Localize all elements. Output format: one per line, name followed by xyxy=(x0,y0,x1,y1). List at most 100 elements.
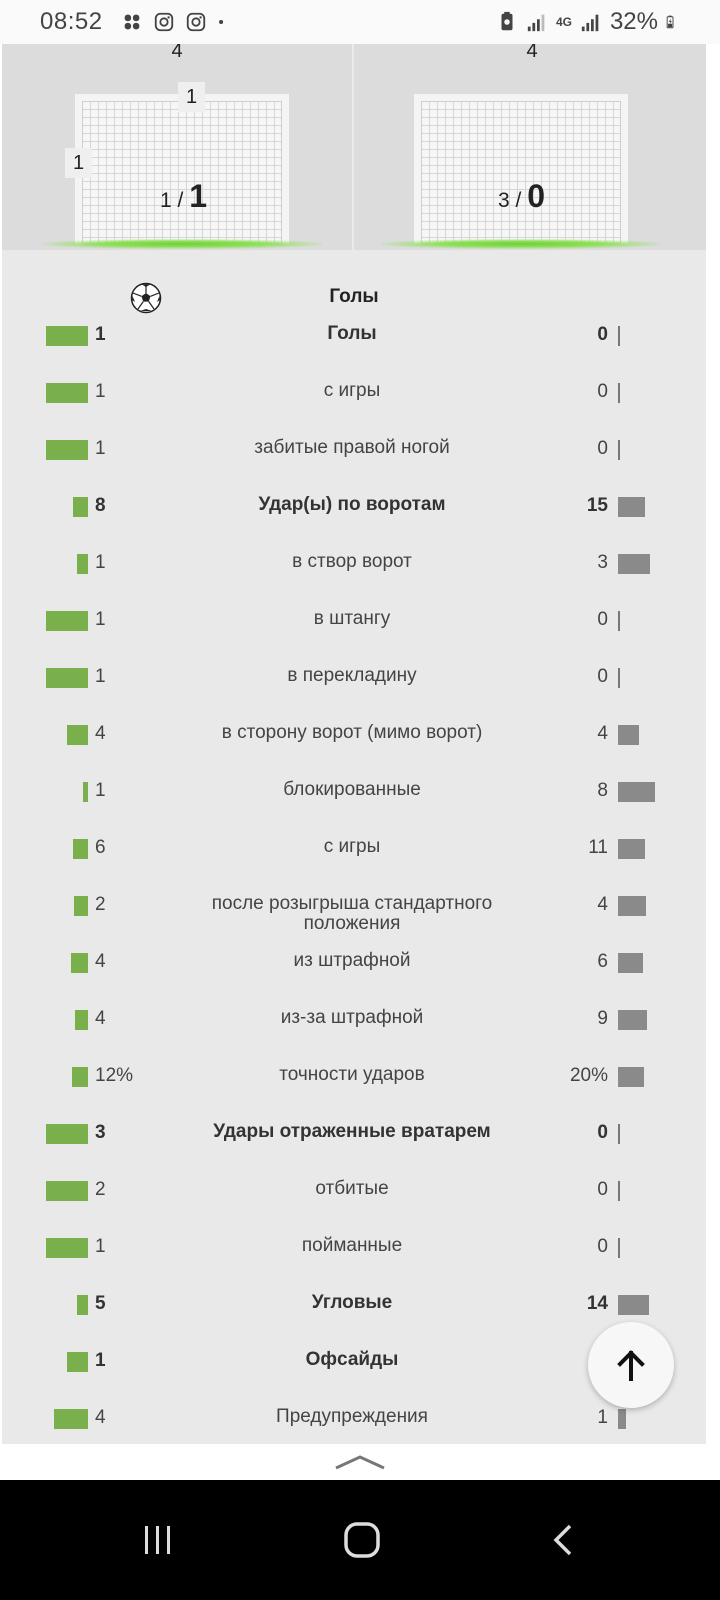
bottom-sheet-handle[interactable] xyxy=(0,1444,720,1480)
notification-icons xyxy=(121,11,231,33)
stat-label: с игры xyxy=(323,380,381,401)
home-stat-value: 2 xyxy=(95,1179,106,1200)
home-goals-count: 1 xyxy=(189,178,207,214)
stat-row: 1 в створ ворот 3 xyxy=(2,536,706,593)
stat-label: Голы xyxy=(327,323,377,344)
home-stat-value: 2 xyxy=(95,894,106,915)
battery-percent: 32% xyxy=(609,8,658,35)
goal-map: 4 1 1 1 / 1 4 3 / 0 xyxy=(2,44,706,250)
home-goal-panel: 4 1 1 1 / 1 xyxy=(2,44,354,250)
stat-row: 12% точности ударов 20% xyxy=(2,1049,706,1106)
stat-label: точности ударов xyxy=(279,1064,425,1085)
stat-label: в створ ворот xyxy=(292,551,412,572)
stat-row: 4 Предупреждения 1 xyxy=(2,1391,706,1444)
home-stat-value: 12% xyxy=(95,1065,134,1086)
home-stat-bar xyxy=(77,1295,88,1315)
home-stat-value: 1 xyxy=(95,609,106,630)
home-stat-value: 4 xyxy=(95,723,106,744)
home-stat-bar xyxy=(46,1238,88,1258)
home-stat-bar xyxy=(73,839,88,859)
stat-label: пойманные xyxy=(301,1235,403,1256)
section-header: Голы xyxy=(2,282,706,316)
stat-row: 1 в перекладину 0 xyxy=(2,650,706,707)
home-goal-grass xyxy=(42,239,322,249)
stat-row: 1 в штангу 0 xyxy=(2,593,706,650)
navigation-bar xyxy=(0,1480,720,1600)
away-stat-value: 0 xyxy=(597,666,608,687)
home-button[interactable] xyxy=(322,1500,402,1580)
home-stat-value: 1 xyxy=(95,552,106,573)
home-stat-bar xyxy=(46,383,88,403)
away-goal-net xyxy=(414,94,628,244)
home-stat-value: 6 xyxy=(95,837,106,858)
stat-label: с игры xyxy=(323,836,381,857)
away-stat-value: 0 xyxy=(597,438,608,459)
home-stat-value: 4 xyxy=(95,1008,106,1029)
away-stat-bar xyxy=(618,1295,649,1315)
signal-icon xyxy=(527,14,545,32)
home-stat-value: 1 xyxy=(95,666,106,687)
scroll-to-top-button[interactable] xyxy=(588,1322,674,1408)
stat-label: Угловые xyxy=(311,1292,393,1313)
back-button[interactable] xyxy=(524,1500,604,1580)
stat-label: после розыгрыша стандартного положения xyxy=(211,893,493,934)
away-stat-bar xyxy=(618,497,645,517)
dot-icon xyxy=(218,19,223,25)
home-stat-bar xyxy=(67,1352,88,1372)
stat-row: 2 после розыгрыша стандартного положения 4 xyxy=(2,878,706,935)
away-stat-bar xyxy=(618,896,646,916)
stat-label: Офсайды xyxy=(305,1349,399,1370)
section-title: Голы xyxy=(329,286,379,307)
home-stat-value: 4 xyxy=(95,951,106,972)
home-stat-bar xyxy=(73,497,88,517)
slack-icon xyxy=(124,14,139,30)
away-stat-value: 9 xyxy=(597,1008,608,1029)
away-stat-value: 8 xyxy=(597,780,608,801)
away-stat-bar xyxy=(618,839,645,859)
home-stat-value: 1 xyxy=(95,381,106,402)
away-stat-value: 4 xyxy=(597,723,608,744)
away-stat-bar xyxy=(618,725,639,745)
away-stat-bar xyxy=(618,782,655,802)
away-stat-bar xyxy=(618,1067,644,1087)
stat-row: 2 отбитые 0 xyxy=(2,1163,706,1220)
home-stat-bar xyxy=(46,326,88,346)
stat-row: 3 Удары отраженные вратарем 0 xyxy=(2,1106,706,1163)
instagram-icon xyxy=(186,12,205,32)
home-stat-bar xyxy=(46,1181,88,1201)
home-stat-bar xyxy=(71,953,88,973)
stat-label: блокированные xyxy=(283,779,421,800)
away-stat-bar xyxy=(618,1124,620,1144)
home-goal-zone-left: 1 xyxy=(65,148,93,178)
away-stat-value: 0 xyxy=(597,1122,608,1143)
stat-row: 1 блокированные 8 xyxy=(2,764,706,821)
home-stat-bar xyxy=(67,725,88,745)
away-shots-count: 3 xyxy=(498,189,510,212)
back-icon xyxy=(553,1524,572,1556)
away-stat-value: 1 xyxy=(597,1407,608,1428)
away-stat-bar xyxy=(618,1181,620,1201)
stat-label: Удар(ы) по воротам xyxy=(258,494,446,515)
match-stats-content[interactable]: 4 1 1 1 / 1 4 3 / 0 xyxy=(2,44,706,1444)
away-stat-value: 0 xyxy=(597,1179,608,1200)
away-stat-value: 11 xyxy=(588,837,608,858)
home-shots-count: 1 xyxy=(160,189,172,212)
status-right: 4G 32% xyxy=(496,8,680,36)
stat-row: 8 Удар(ы) по воротам 15 xyxy=(2,479,706,536)
away-stat-value: 0 xyxy=(597,324,608,345)
home-stat-value: 1 xyxy=(95,1350,106,1371)
away-stat-value: 0 xyxy=(597,609,608,630)
home-icon xyxy=(344,1522,380,1558)
recent-apps-button[interactable] xyxy=(118,1500,198,1580)
away-stat-bar xyxy=(618,1010,647,1030)
home-stat-bar xyxy=(74,896,88,916)
away-stat-value: 0 xyxy=(597,381,608,402)
recent-apps-icon xyxy=(145,1526,170,1554)
home-stat-bar xyxy=(46,440,88,460)
stat-label: Удары отраженные вратарем xyxy=(213,1121,491,1142)
stat-label: Предупреждения xyxy=(276,1406,428,1427)
home-goal-top-count: 4 xyxy=(171,44,183,62)
away-stat-value: 3 xyxy=(597,552,608,573)
home-stat-value: 5 xyxy=(95,1293,106,1314)
away-goal-grass xyxy=(381,239,661,249)
